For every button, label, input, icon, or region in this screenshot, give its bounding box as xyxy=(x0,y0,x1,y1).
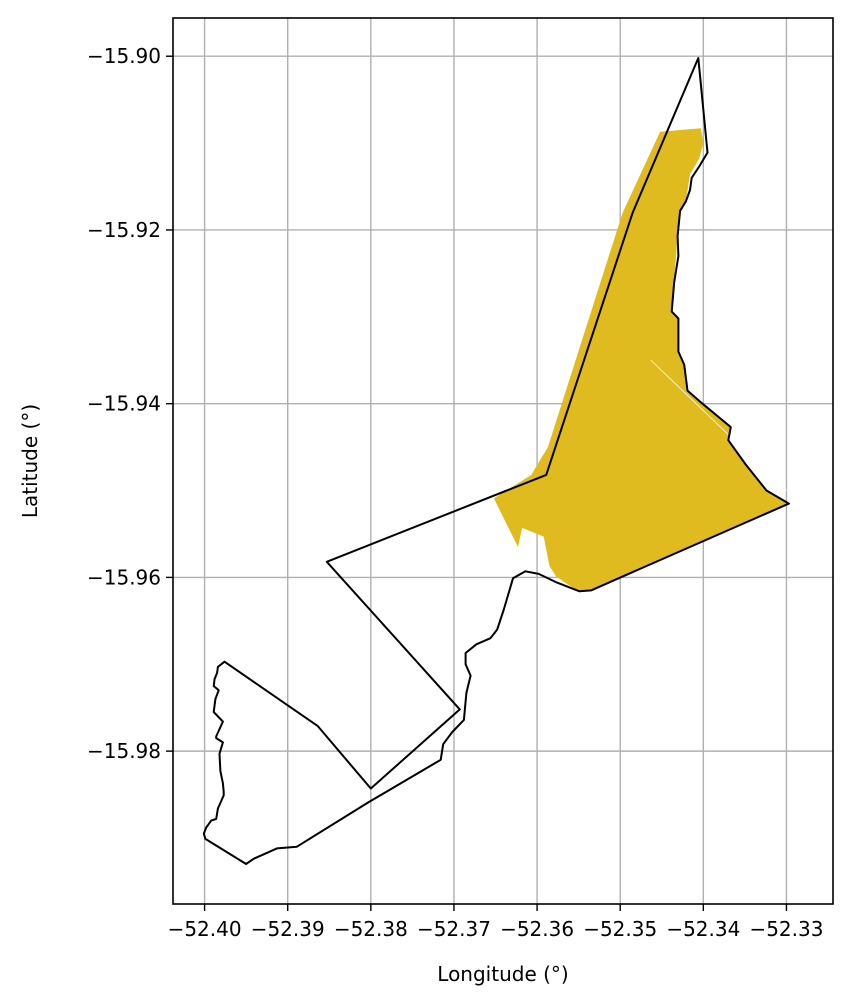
filled-region xyxy=(493,128,789,592)
axes-frame xyxy=(172,17,834,905)
y-tick-label-4: −15.98 xyxy=(87,739,161,763)
y-tick-label-3: −15.96 xyxy=(87,565,161,589)
x-tick-label-0: −52.40 xyxy=(168,917,242,941)
grid-lines xyxy=(173,18,833,904)
x-tick-label-1: −52.39 xyxy=(251,917,325,941)
x-axis-label: Longitude (°) xyxy=(437,962,568,986)
y-tick-label-1: −15.92 xyxy=(87,218,161,242)
y-axis-ticks: −15.90 −15.92 −15.94 −15.96 −15.98 xyxy=(87,44,173,763)
filled-region-layer xyxy=(493,128,789,592)
x-tick-label-7: −52.33 xyxy=(749,917,823,941)
boundary-outline xyxy=(202,57,790,865)
x-tick-label-3: −52.37 xyxy=(417,917,491,941)
x-tick-label-2: −52.38 xyxy=(334,917,408,941)
y-tick-label-2: −15.94 xyxy=(87,392,161,416)
y-axis-label: Latitude (°) xyxy=(18,404,42,518)
outline-layer xyxy=(202,57,790,865)
x-tick-label-5: −52.35 xyxy=(583,917,657,941)
x-tick-label-6: −52.34 xyxy=(666,917,740,941)
x-tick-label-4: −52.36 xyxy=(500,917,574,941)
y-tick-label-0: −15.90 xyxy=(87,44,161,68)
internal-boundary-line xyxy=(650,359,787,491)
x-axis-ticks: −52.40 −52.39 −52.38 −52.37 −52.36 −52.35 −52.… xyxy=(168,904,823,941)
